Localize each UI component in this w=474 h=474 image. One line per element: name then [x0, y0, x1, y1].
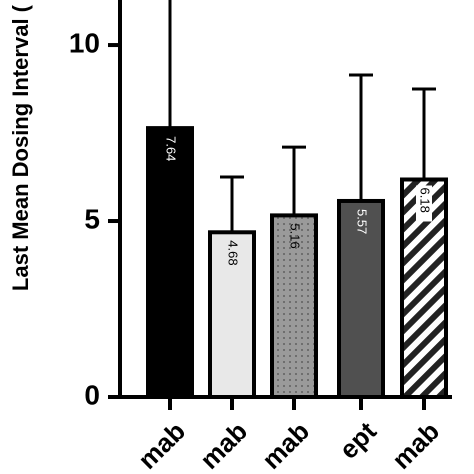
- x-tick-label: mab: [194, 416, 253, 474]
- y-tick-label: 10: [69, 27, 100, 58]
- value-label: 4.68: [226, 240, 241, 265]
- x-tick-label: ept: [333, 416, 382, 465]
- bar: [146, 126, 194, 399]
- bar: [270, 213, 318, 399]
- y-tick-label: 5: [84, 203, 100, 234]
- x-tick-label: mab: [132, 416, 191, 474]
- x-tick-label: mab: [386, 416, 445, 474]
- y-tick-label: 0: [84, 379, 100, 410]
- bar: [337, 198, 385, 399]
- y-axis-label: Last Mean Dosing Interval (: [8, 4, 33, 291]
- value-label: 7.64: [164, 136, 179, 161]
- value-label: 5.16: [288, 223, 303, 248]
- value-label: 6.18: [418, 187, 433, 212]
- value-label: 5.57: [355, 209, 370, 234]
- x-tick-label: mab: [256, 416, 315, 474]
- label-bg: [416, 185, 432, 222]
